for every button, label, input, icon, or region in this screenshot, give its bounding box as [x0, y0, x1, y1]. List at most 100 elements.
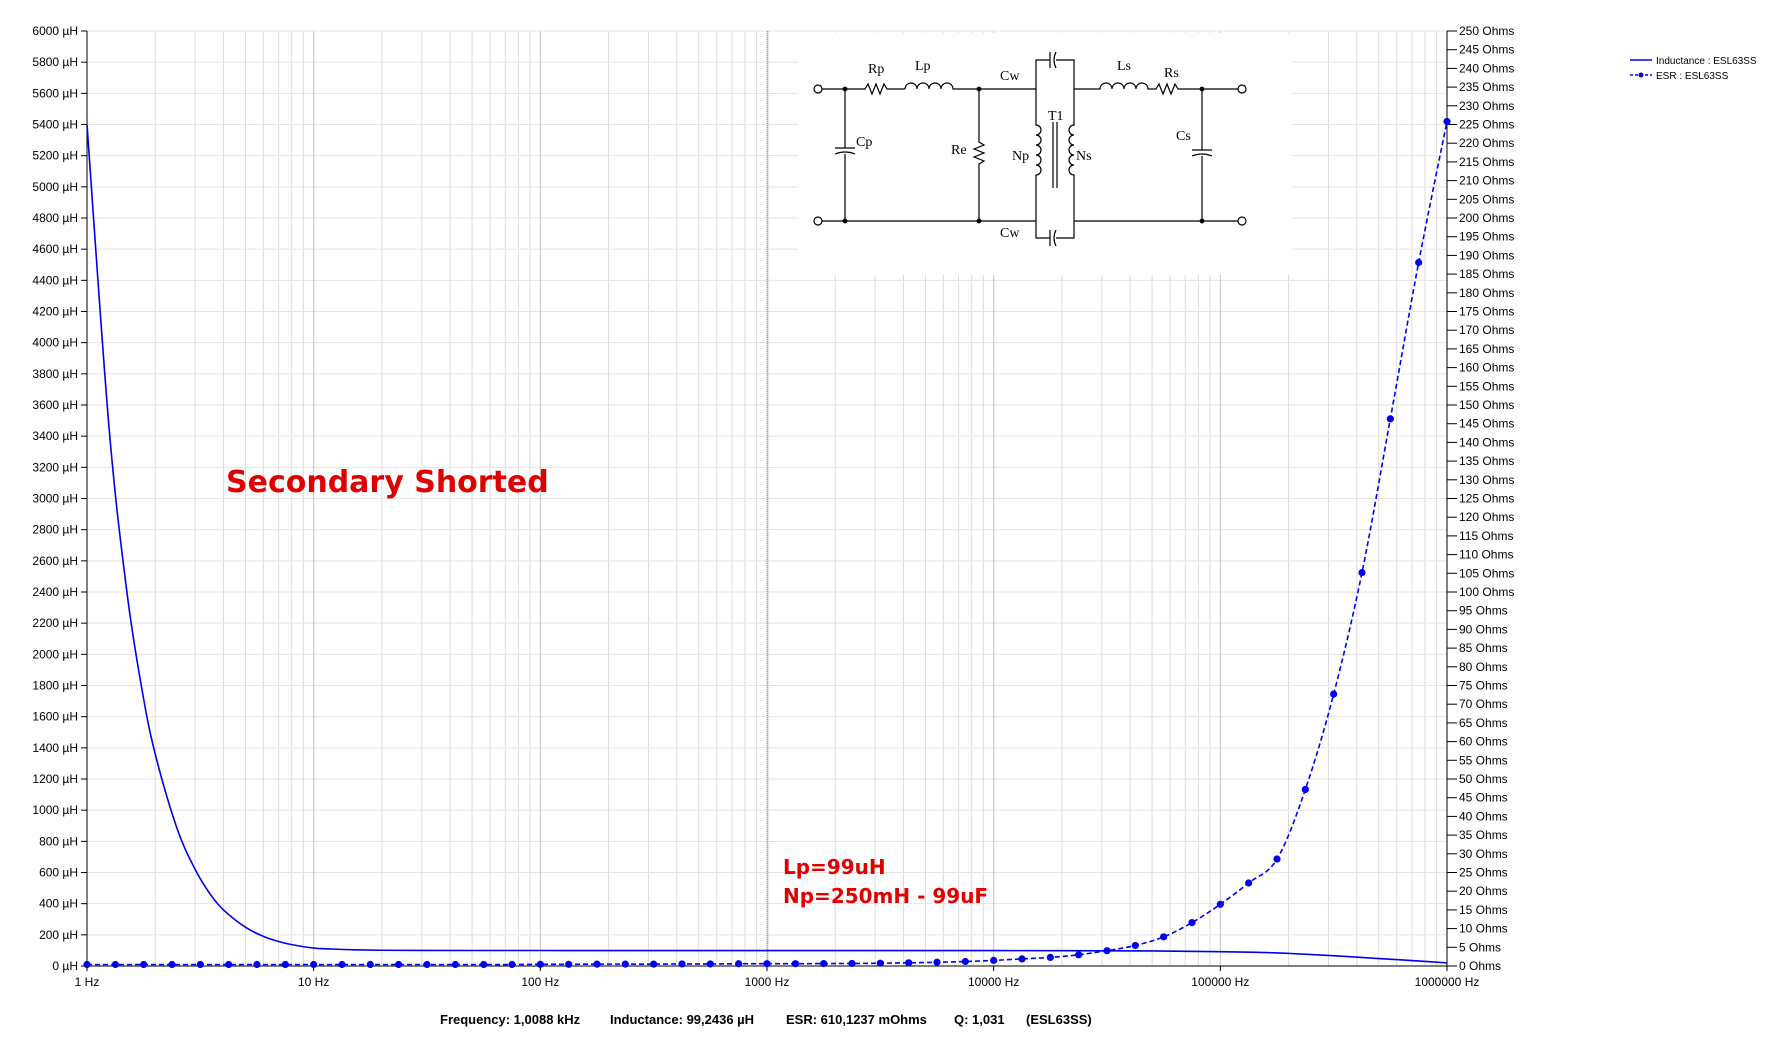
- y-left-tick-label: 5400 µH: [32, 118, 78, 132]
- y-right-tick-label: 110 Ohms: [1459, 548, 1513, 562]
- y-right-tick-label: 250 Ohms: [1459, 24, 1514, 38]
- esr-data-point: [1273, 855, 1281, 863]
- esr-data-point: [848, 959, 856, 968]
- y-right-tick-label: 160 Ohms: [1459, 361, 1514, 375]
- y-left-tick-label: 400 µH: [39, 897, 78, 911]
- x-tick-label: 1 Hz: [75, 975, 100, 989]
- y-left-tick-label: 2600 µH: [32, 554, 78, 568]
- esr-data-point: [395, 960, 403, 969]
- y-right-tick-label: 125 Ohms: [1459, 492, 1514, 506]
- x-tick-label: 100 Hz: [521, 975, 559, 989]
- y-right-tick-label: 185 Ohms: [1459, 267, 1514, 281]
- esr-data-point: [111, 960, 119, 969]
- status-inductance: Inductance: 99,2436 µH: [610, 1012, 754, 1027]
- esr-data-point: [508, 960, 516, 969]
- y-left-tick-label: 800 µH: [39, 834, 78, 848]
- y-right-tick-label: 105 Ohms: [1459, 566, 1514, 580]
- esr-data-point: [1358, 568, 1366, 577]
- y-right-tick-label: 25 Ohms: [1459, 866, 1508, 880]
- esr-data-point: [820, 959, 828, 968]
- y-left-tick-label: 0 µH: [52, 959, 78, 973]
- esr-data-point: [281, 960, 289, 969]
- annotation-note-line1: Lp=99uH: [783, 855, 886, 879]
- esr-data-point: [1245, 879, 1253, 887]
- circuit-label-cw-top: Cw: [1000, 69, 1020, 84]
- esr-data-point: [735, 960, 743, 968]
- legend: Inductance : ESL63SS ESR : ESL63SS: [1630, 56, 1757, 82]
- y-right-tick-label: 155 Ohms: [1459, 379, 1514, 393]
- status-esr: ESR: 610,1237 mOhms: [786, 1012, 927, 1027]
- esr-data-point: [1330, 690, 1338, 698]
- y-right-tick-label: 210 Ohms: [1459, 174, 1514, 188]
- esr-data-point: [678, 960, 686, 968]
- y-left-tick-label: 4600 µH: [32, 242, 78, 256]
- circuit-diagram: Rp Lp Cw Ls Rs Cp Re T1 Np Ns Cs Cw: [798, 33, 1292, 275]
- esr-data-point: [168, 960, 176, 969]
- circuit-label-rp: Rp: [868, 62, 884, 77]
- esr-data-point: [933, 958, 941, 966]
- esr-data-point: [480, 960, 488, 969]
- y-left-tick-label: 1000 µH: [32, 803, 78, 817]
- y-left-tick-label: 4800 µH: [32, 211, 78, 225]
- esr-data-point: [1443, 117, 1451, 126]
- legend-label-esr: ESR : ESL63SS: [1656, 71, 1729, 82]
- y-left-tick-label: 5000 µH: [32, 180, 78, 194]
- legend-label-inductance: Inductance : ESL63SS: [1656, 56, 1757, 67]
- esr-data-point: [253, 960, 261, 969]
- esr-data-point: [1415, 258, 1423, 267]
- y-right-tick-label: 245 Ohms: [1459, 43, 1514, 57]
- y-right-tick-label: 35 Ohms: [1459, 828, 1508, 842]
- esr-data-point: [706, 960, 714, 968]
- y-left-tick-label: 2400 µH: [32, 585, 78, 599]
- annotation-title: Secondary Shorted: [226, 465, 549, 500]
- status-device: (ESL63SS): [1026, 1012, 1092, 1027]
- y-left-tick-label: 3800 µH: [32, 367, 78, 381]
- y-right-tick-label: 200 Ohms: [1459, 211, 1514, 225]
- esr-data-point: [876, 959, 884, 967]
- esr-data-point: [1301, 785, 1309, 794]
- y-right-tick-label: 180 Ohms: [1459, 286, 1514, 300]
- esr-data-point: [1103, 947, 1111, 955]
- series-line-inductance: [86, 124, 1448, 964]
- circuit-label-np: Np: [1012, 149, 1029, 164]
- y-left-tick-label: 3600 µH: [32, 398, 78, 412]
- y-left-tick-label: 200 µH: [39, 928, 78, 942]
- esr-data-point: [650, 960, 658, 968]
- y-left-tick-label: 5200 µH: [32, 149, 78, 163]
- esr-data-point: [1188, 919, 1196, 927]
- y-right-tick-label: 30 Ohms: [1459, 847, 1508, 861]
- x-ticks: 1 Hz 10 Hz 100 Hz 1000 Hz 10000 Hz 100000 Hz 1…: [75, 966, 1479, 989]
- esr-data-point: [621, 960, 629, 968]
- y-left-tick-label: 2000 µH: [32, 647, 78, 661]
- y-right-tick-label: 135 Ohms: [1459, 454, 1514, 468]
- esr-data-point: [961, 957, 969, 966]
- y-right-tick-label: 45 Ohms: [1459, 791, 1508, 805]
- esr-data-point: [338, 960, 346, 969]
- circuit-label-rs: Rs: [1164, 66, 1179, 81]
- y-right-tick-label: 230 Ohms: [1459, 99, 1514, 113]
- esr-data-point: [905, 959, 913, 967]
- y-right-tick-label: 205 Ohms: [1459, 192, 1514, 206]
- y-right-tick-label: 140 Ohms: [1459, 435, 1514, 449]
- esr-data-point: [791, 960, 799, 968]
- circuit-label-re: Re: [951, 143, 967, 158]
- y-right-tick-label: 60 Ohms: [1459, 735, 1508, 749]
- circuit-label-lp: Lp: [915, 59, 931, 74]
- y-right-tick-label: 20 Ohms: [1459, 884, 1508, 898]
- y-right-tick-label: 190 Ohms: [1459, 248, 1514, 262]
- y-right-tick-label: 175 Ohms: [1459, 305, 1514, 319]
- y-right-tick-label: 70 Ohms: [1459, 697, 1508, 711]
- y-right-ticks: 0 Ohms 5 Ohms 10 Ohms 15 Ohms 20 Ohms 25 Ohms…: [1447, 24, 1514, 973]
- y-left-tick-label: 3000 µH: [32, 492, 78, 506]
- y-right-tick-label: 85 Ohms: [1459, 641, 1508, 655]
- y-left-tick-label: 1800 µH: [32, 679, 78, 693]
- y-right-tick-label: 10 Ohms: [1459, 922, 1508, 936]
- esr-data-point: [310, 960, 318, 969]
- y-right-tick-label: 15 Ohms: [1459, 903, 1508, 917]
- esr-data-point: [196, 960, 204, 969]
- y-right-tick-label: 80 Ohms: [1459, 660, 1508, 674]
- esr-data-point: [451, 960, 459, 969]
- status-bar: Frequency: 1,0088 kHz Inductance: 99,243…: [440, 1012, 1092, 1027]
- y-right-tick-label: 0 Ohms: [1459, 959, 1501, 973]
